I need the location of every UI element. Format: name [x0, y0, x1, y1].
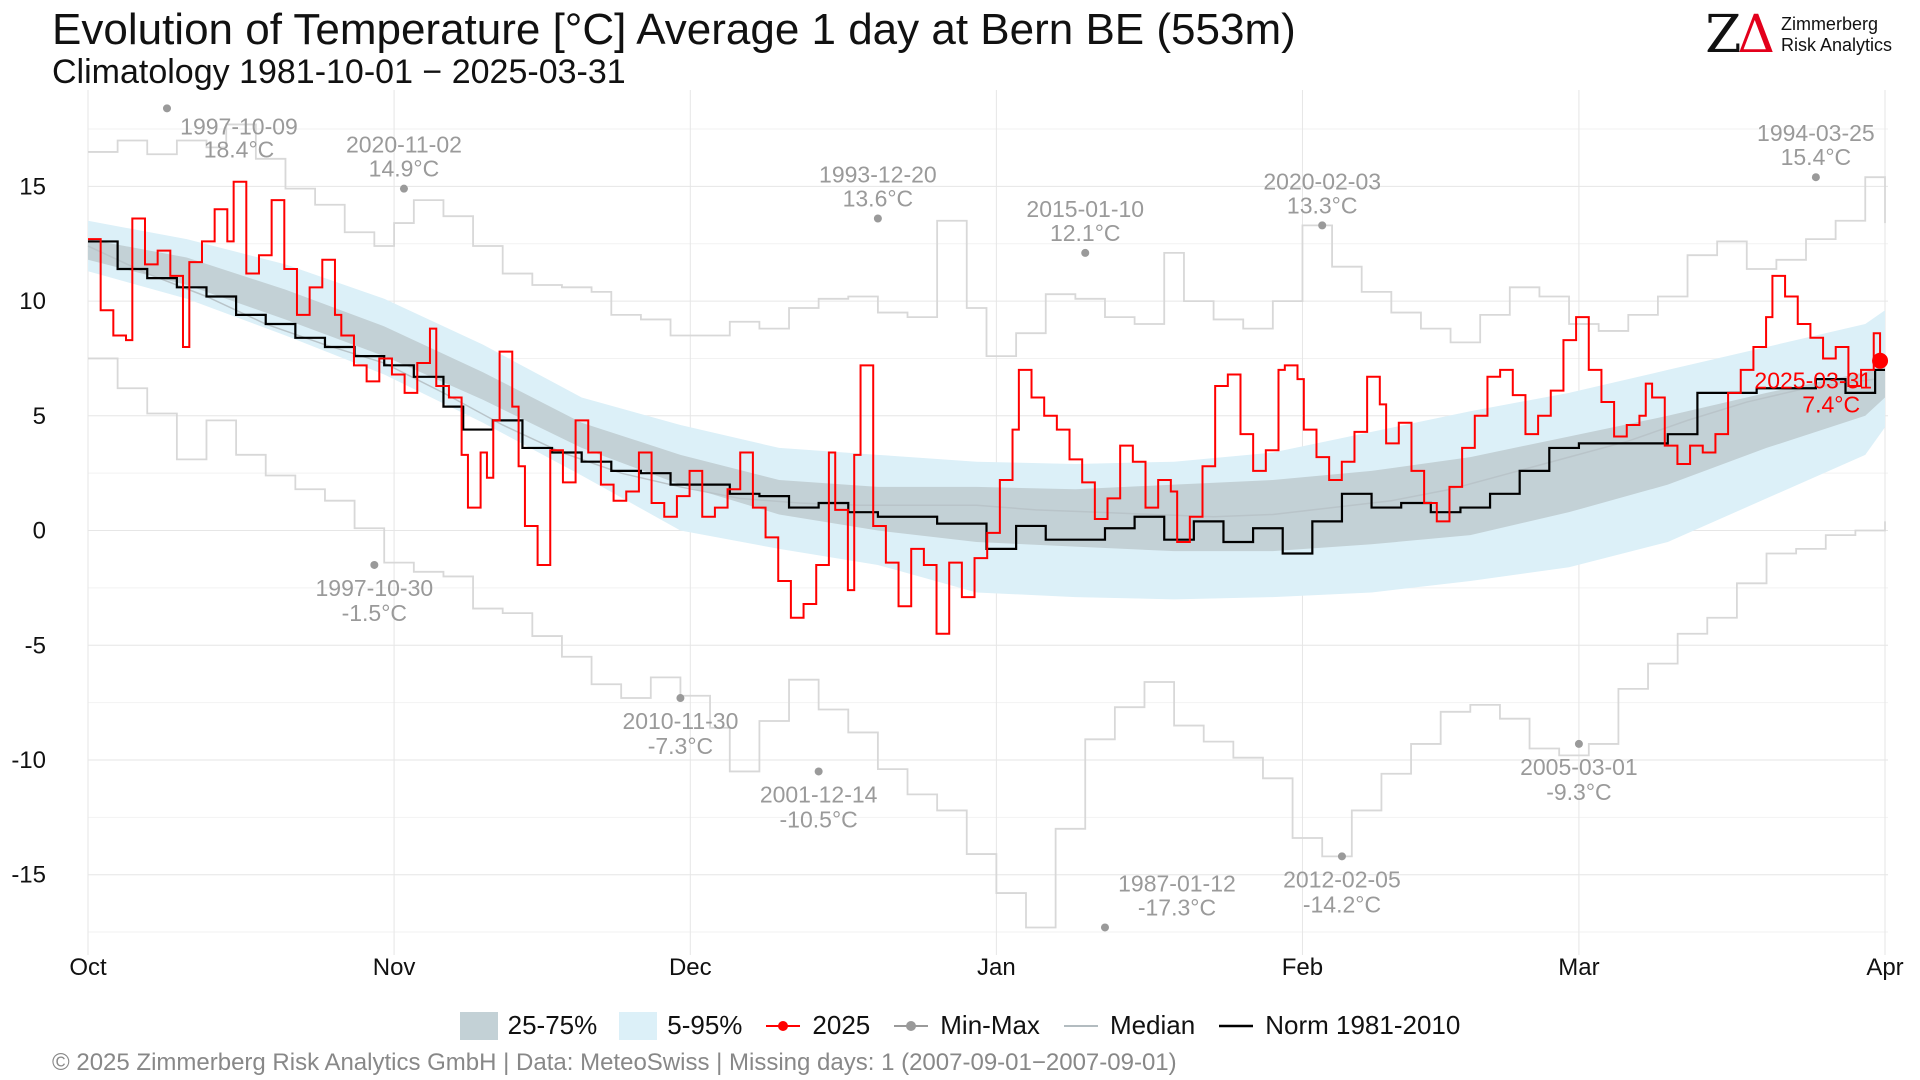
- legend-item-norm: Norm 1981-2010: [1217, 1010, 1460, 1041]
- annotation-point: [1100, 923, 1109, 932]
- y-tick-label: 5: [33, 403, 46, 430]
- annotation-date: 2001-12-14: [760, 781, 878, 807]
- y-tick-label: 15: [19, 173, 46, 200]
- x-tick-label: Jan: [977, 954, 1016, 981]
- logo-line2: Risk Analytics: [1780, 35, 1892, 55]
- annotation-value: -1.5°C: [342, 600, 407, 626]
- annotation-point: [162, 104, 171, 113]
- legend-item-current: 2025: [764, 1010, 870, 1041]
- current-point: [1872, 352, 1889, 369]
- current-value-label: 7.4°C: [1802, 392, 1860, 418]
- x-tick-label: Apr: [1866, 954, 1903, 981]
- chart-subtitle: Climatology 1981-10-01 − 2025-03-31: [52, 53, 626, 91]
- annotation-date: 2020-02-03: [1263, 168, 1381, 194]
- y-tick-label: -10: [11, 747, 46, 774]
- legend-label-p5-95: 5-95%: [667, 1010, 743, 1040]
- x-tick-label: Nov: [373, 954, 416, 981]
- logo-text: Zimmerberg Risk Analytics: [1781, 14, 1892, 56]
- annotation-point: [873, 214, 882, 223]
- x-tick-label: Mar: [1558, 954, 1599, 981]
- legend-swatch-iqr: [459, 1011, 498, 1040]
- band-25-75: [88, 239, 1885, 552]
- legend-label-norm: Norm 1981-2010: [1265, 1010, 1461, 1040]
- legend-item-minmax: Min-Max: [892, 1010, 1040, 1041]
- logo-icon: ZΔ: [1705, 5, 1775, 65]
- chart-title: Evolution of Temperature [°C] Average 1 …: [52, 5, 1296, 54]
- footer-credits: © 2025 Zimmerberg Risk Analytics GmbH | …: [52, 1049, 1177, 1076]
- annotation-date: 1993-12-20: [819, 161, 937, 187]
- x-tick-label: Dec: [669, 954, 712, 981]
- legend-label-current: 2025: [812, 1010, 871, 1040]
- current-date-label: 2025-03-31: [1754, 368, 1872, 394]
- legend-label-iqr: 25-75%: [507, 1010, 598, 1040]
- annotation-date: 1997-10-30: [316, 575, 434, 601]
- legend-item-iqr: 25-75%: [459, 1010, 598, 1041]
- legend-swatch-norm: [1219, 1024, 1254, 1027]
- x-tick-label: Feb: [1282, 954, 1323, 981]
- annotation-date: 2012-02-05: [1283, 866, 1401, 892]
- logo-line1: Zimmerberg: [1780, 14, 1878, 34]
- annotation-point: [1318, 221, 1327, 230]
- legend-label-median: Median: [1109, 1010, 1196, 1040]
- legend-label-minmax: Min-Max: [940, 1010, 1040, 1040]
- x-tick-label: Oct: [69, 954, 107, 981]
- annotation-value: -9.3°C: [1546, 779, 1611, 805]
- legend-swatch-current: [766, 1020, 801, 1031]
- y-tick-label: 10: [19, 288, 46, 315]
- annotation-point: [676, 694, 685, 703]
- temperature-chart: 15 10 5 0 -5 -10 -15 Oct Nov Dec Jan Feb Mar Apr 1997-…: [11, 90, 1904, 981]
- annotation-date: 1987-01-12: [1118, 870, 1236, 896]
- annotation-point: [814, 767, 823, 776]
- annotation-point: [1574, 739, 1583, 748]
- annotation-value: 18.4°C: [204, 136, 275, 162]
- series-2025-line: [88, 180, 1885, 635]
- annotation-date: 2010-11-30: [622, 708, 738, 734]
- chart-legend: 25-75% 5-95% 2025 Min-Max Median Norm 19…: [0, 1010, 1920, 1041]
- annotation-value: -10.5°C: [780, 806, 858, 832]
- annotation-date: 1994-03-25: [1757, 120, 1875, 146]
- annotation-value: 13.6°C: [843, 185, 914, 211]
- y-tick-label: -15: [11, 862, 46, 889]
- annotation-date: 2020-11-02: [346, 132, 462, 158]
- annotation-value: 15.4°C: [1781, 144, 1852, 170]
- annotation-point: [1337, 852, 1346, 861]
- x-axis-labels: Oct Nov Dec Jan Feb Mar Apr: [69, 954, 1903, 981]
- annotation-point: [399, 184, 408, 193]
- legend-item-p5-95: 5-95%: [619, 1010, 742, 1041]
- annotation-date: 1997-10-09: [180, 113, 298, 139]
- current-value-marker: 2025-03-317.4°C: [1754, 352, 1889, 418]
- annotation-value: 12.1°C: [1050, 220, 1121, 246]
- annotation-value: -7.3°C: [648, 733, 713, 759]
- annotation-value: 13.3°C: [1287, 192, 1358, 218]
- legend-swatch-median: [1063, 1024, 1098, 1027]
- y-tick-label: -5: [25, 632, 46, 659]
- series-min-line: [88, 357, 1886, 929]
- series-max-line: [88, 123, 1886, 358]
- annotation-value: -14.2°C: [1303, 891, 1381, 917]
- annotation-point: [1081, 248, 1090, 257]
- annotation-value: -17.3°C: [1138, 894, 1216, 920]
- annotation-date: 2005-03-01: [1520, 754, 1638, 780]
- brand-logo: ZΔ Zimmerberg Risk Analytics: [1705, 5, 1892, 65]
- legend-swatch-p5-95: [619, 1011, 658, 1040]
- annotation-point: [1811, 173, 1820, 182]
- annotation-date: 2015-01-10: [1026, 196, 1144, 222]
- legend-item-median: Median: [1062, 1010, 1195, 1041]
- y-axis-labels: 15 10 5 0 -5 -10 -15: [11, 173, 46, 888]
- legend-swatch-minmax: [894, 1020, 929, 1031]
- y-tick-label: 0: [33, 518, 46, 545]
- annotation-value: 14.9°C: [369, 156, 440, 182]
- annotation-point: [370, 560, 379, 569]
